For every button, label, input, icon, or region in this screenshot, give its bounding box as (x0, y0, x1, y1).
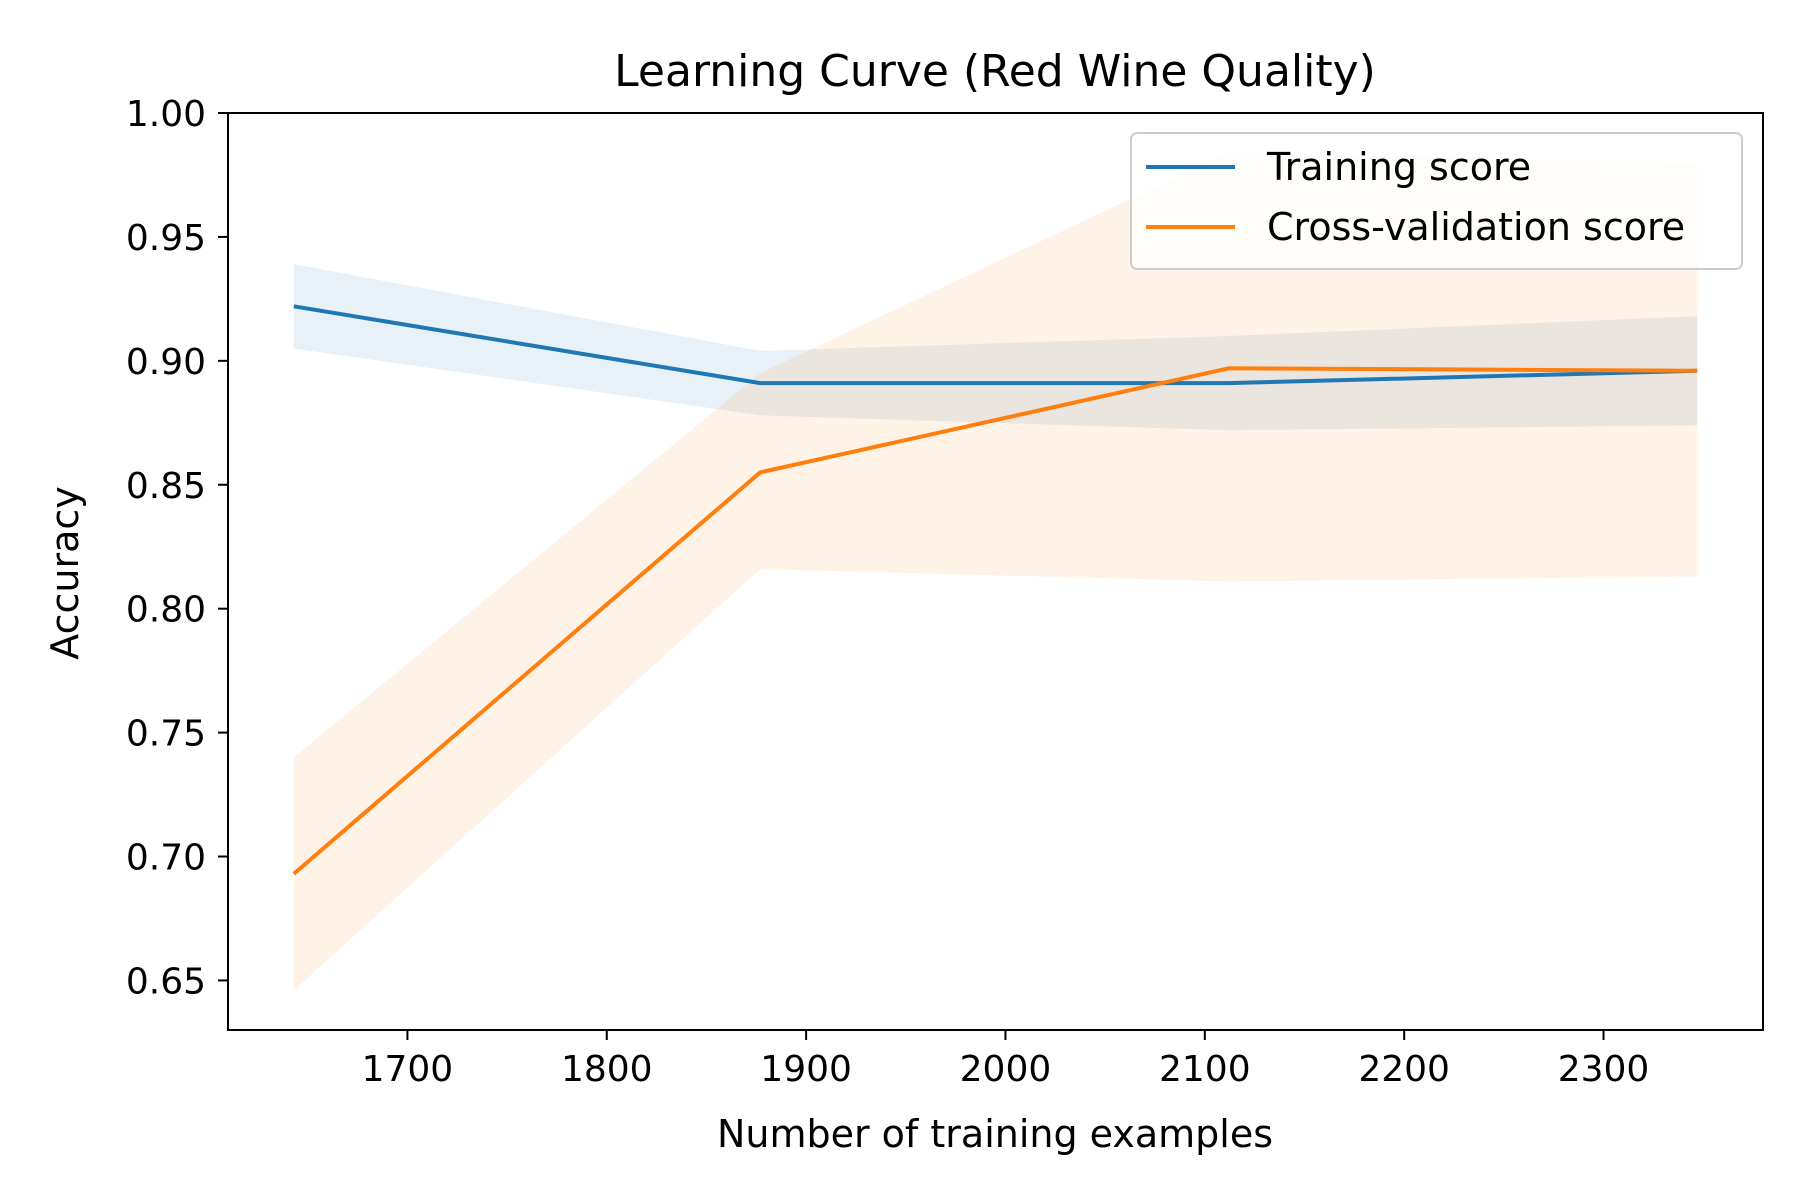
plot-axes (227, 112, 1764, 1031)
x-tick-label: 1800 (561, 1049, 653, 1090)
x-tick-label: 2200 (1358, 1049, 1450, 1090)
training-score-band (293, 264, 1698, 431)
plot-frame (227, 112, 1764, 1031)
training-score-line (293, 304, 1698, 386)
cross-validation-score-line (292, 366, 1698, 876)
y-tick-label: 0.75 (126, 714, 206, 755)
y-tick-label: 0.90 (126, 342, 206, 383)
series-lines (292, 304, 1698, 876)
y-tick-label: 0.95 (126, 218, 206, 259)
axis-ticks: 1700 1800 1900 2000 2100 2200 2300 0.65 0.70 0.75… (126, 94, 1649, 1090)
legend-box (1130, 132, 1743, 270)
cross-validation-score-band (293, 152, 1698, 991)
y-axis-label: Accuracy (43, 486, 87, 660)
y-tick-label: 1.00 (126, 94, 206, 135)
x-axis-label: Number of training examples (717, 1112, 1273, 1156)
x-tick-label: 2100 (1159, 1049, 1251, 1090)
confidence-bands (293, 152, 1698, 991)
chart-title: Learning Curve (Red Wine Quality) (614, 46, 1376, 97)
x-tick-label: 1900 (760, 1049, 852, 1090)
y-tick-label: 0.80 (126, 590, 206, 631)
y-tick-label: 0.85 (126, 466, 206, 507)
x-tick-label: 2000 (960, 1049, 1052, 1090)
x-tick-label: 1700 (362, 1049, 454, 1090)
x-tick-label: 2300 (1558, 1049, 1650, 1090)
legend: Training score Cross-validation score (1130, 132, 1743, 270)
cross-validation-score-legend-label: Cross-validation score (1267, 205, 1685, 249)
y-tick-label: 0.65 (126, 961, 206, 1002)
y-tick-label: 0.70 (126, 838, 206, 879)
training-score-legend-label: Training score (1266, 145, 1531, 189)
